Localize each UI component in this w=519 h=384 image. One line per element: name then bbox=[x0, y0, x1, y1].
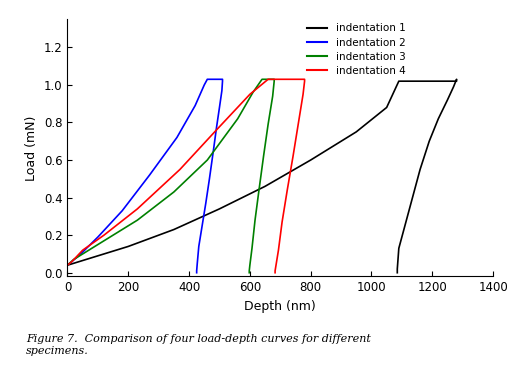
Text: Figure 7.  Comparison of four load-depth curves for different
specimens.: Figure 7. Comparison of four load-depth … bbox=[26, 334, 371, 356]
Y-axis label: Load (mN): Load (mN) bbox=[25, 115, 38, 180]
X-axis label: Depth (nm): Depth (nm) bbox=[244, 300, 316, 313]
Legend: indentation 1, indentation 2, indentation 3, indentation 4: indentation 1, indentation 2, indentatio… bbox=[303, 19, 409, 80]
